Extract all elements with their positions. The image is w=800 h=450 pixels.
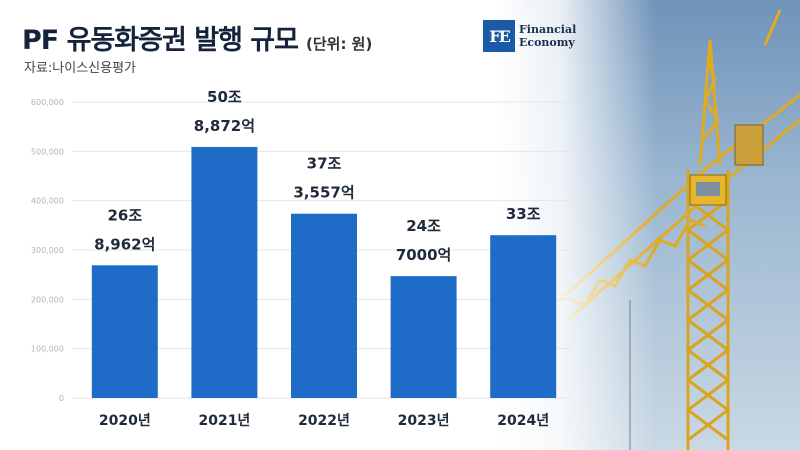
x-category-label: 2022년 <box>298 413 350 429</box>
data-label: 8,872억 <box>194 117 255 135</box>
unit-label: (단위: 원) <box>306 35 373 53</box>
data-label: 37조 <box>307 155 342 173</box>
y-tick-label: 100,000 <box>31 345 64 354</box>
y-tick-label: 300,000 <box>31 246 64 255</box>
bar <box>291 213 357 398</box>
bar <box>191 146 258 398</box>
data-label: 3,557억 <box>293 184 354 202</box>
logo-text: Financial Economy <box>519 23 576 49</box>
title-row: PF 유동화증권 발행 규모 (단위: 원) <box>22 18 372 57</box>
y-tick-label: 0 <box>59 394 64 403</box>
chart-title: PF 유동화증권 발행 규모 <box>22 25 299 56</box>
x-category-label: 2024년 <box>497 413 549 429</box>
logo: FE Financial Economy <box>483 20 576 52</box>
bar <box>490 235 557 398</box>
x-category-label: 2020년 <box>99 413 151 429</box>
data-label: 7000억 <box>396 246 452 264</box>
y-tick-label: 400,000 <box>31 197 64 206</box>
data-label: 33조 <box>506 205 541 223</box>
data-label: 8,962억 <box>94 235 155 253</box>
logo-line1: Financial <box>519 23 577 36</box>
y-tick-label: 600,000 <box>31 98 64 107</box>
bar <box>91 265 158 398</box>
logo-mark: FE <box>483 20 515 52</box>
data-label: 50조 <box>207 88 242 106</box>
data-label: 24조 <box>406 217 441 235</box>
source-label: 자료:나이스신용평가 <box>24 61 137 76</box>
y-tick-label: 500,000 <box>31 147 64 156</box>
y-tick-label: 200,000 <box>31 295 64 304</box>
logo-line2: Economy <box>519 36 575 49</box>
x-category-label: 2021년 <box>198 413 250 429</box>
data-label: 26조 <box>107 206 142 224</box>
x-category-label: 2023년 <box>398 413 450 429</box>
bar <box>390 276 457 398</box>
